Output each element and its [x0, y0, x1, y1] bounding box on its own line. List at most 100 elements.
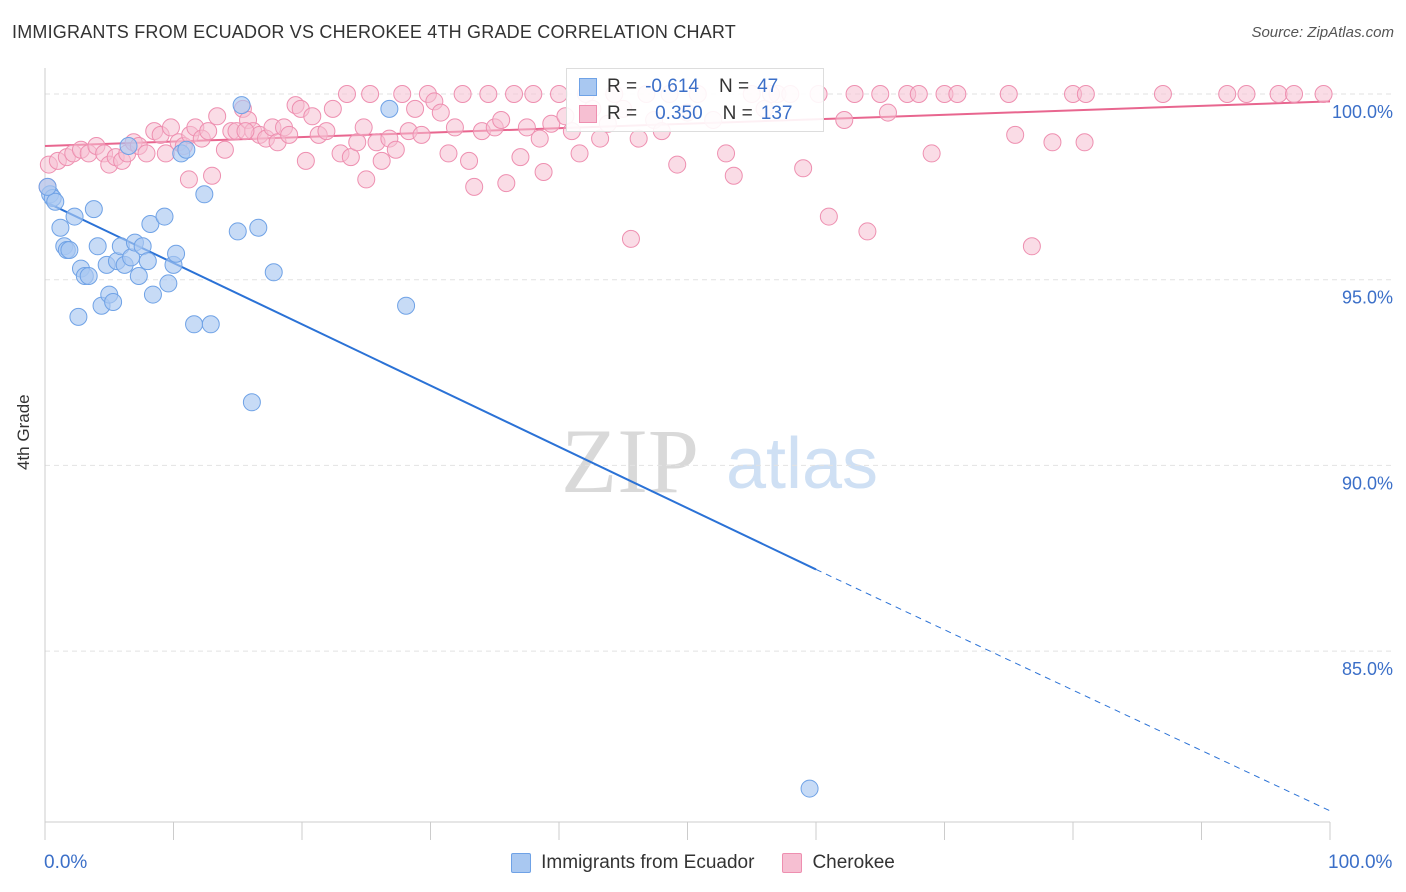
cherokee-point — [570, 144, 589, 163]
legend-row-cherokee: R = 0.350 N = 137 — [579, 102, 792, 126]
cherokee-point — [280, 125, 299, 144]
cherokee-point — [524, 85, 543, 103]
ecuador-trend-extension — [815, 568, 1331, 812]
cherokee-point — [296, 151, 315, 170]
cherokee-point — [1076, 85, 1095, 103]
legend-n-value: 47 — [757, 76, 779, 97]
cherokee-point — [668, 155, 687, 174]
legend-label-cherokee: Cherokee — [812, 852, 895, 873]
cherokee-point — [542, 114, 561, 133]
watermark-atlas: atlas — [726, 424, 878, 504]
cherokee-point — [348, 133, 367, 152]
ecuador-point — [228, 222, 247, 241]
cherokee-point — [871, 85, 890, 103]
legend-swatch-pink — [782, 853, 803, 873]
ecuador-point — [232, 96, 251, 115]
ecuador-trend-line — [44, 200, 817, 571]
cherokee-point — [453, 85, 472, 103]
cherokee-point — [1314, 85, 1333, 103]
cherokee-point — [179, 170, 198, 189]
cherokee-point — [492, 111, 511, 129]
legend-item-ecuador: Immigrants from Ecuador — [511, 852, 754, 874]
legend-swatch-blue — [579, 78, 597, 96]
ecuador-point — [185, 315, 204, 334]
legend-label-ecuador: Immigrants from Ecuador — [541, 852, 755, 873]
cherokee-point — [530, 129, 549, 148]
ecuador-point — [104, 293, 123, 311]
ecuador-point — [242, 393, 261, 412]
ecuador-point — [69, 307, 88, 326]
ecuador-point — [195, 185, 214, 204]
cherokee-point — [591, 129, 610, 148]
cherokee-point — [878, 103, 897, 122]
ecuador-point — [380, 99, 399, 118]
cherokee-point — [303, 107, 322, 126]
legend-item-cherokee: Cherokee — [782, 852, 895, 874]
ecuador-point — [397, 296, 416, 315]
cherokee-point — [717, 144, 736, 163]
cherokee-point — [922, 144, 941, 163]
ecuador-point — [88, 237, 107, 256]
cherokee-point — [439, 144, 458, 163]
series-legend: Immigrants from Ecuador Cherokee — [0, 852, 1406, 874]
ecuador-point — [79, 267, 98, 285]
cherokee-point — [724, 166, 743, 185]
cherokee-point — [137, 144, 156, 163]
cherokee-point — [341, 148, 360, 167]
legend-r-label: R = — [607, 76, 638, 97]
cherokee-point — [550, 85, 568, 103]
legend-swatch-blue — [511, 853, 532, 873]
cherokee-point — [465, 177, 484, 196]
cherokee-point — [621, 229, 640, 248]
legend-r-value: -0.614 — [645, 76, 699, 97]
cherokee-point — [215, 140, 234, 159]
cherokee-point — [858, 222, 877, 241]
cherokee-point — [479, 85, 498, 103]
ecuador-point — [46, 192, 65, 211]
cherokee-point — [1075, 133, 1094, 152]
ecuador-point — [38, 177, 57, 196]
cherokee-point — [1006, 125, 1025, 144]
watermark-zip: ZIP — [561, 410, 699, 512]
legend-n-label: N = — [722, 103, 753, 124]
legend-row-ecuador: R = -0.614 N = 47 — [579, 75, 778, 99]
x-tick-label-max: 100.0% — [1328, 852, 1393, 873]
cherokee-point — [909, 85, 928, 103]
cherokee-point — [1043, 133, 1062, 152]
ecuador-point — [129, 267, 148, 285]
legend-r-label: R = — [607, 103, 638, 124]
cherokee-point — [161, 118, 180, 137]
cherokee-point — [372, 151, 391, 170]
ecuador-point — [60, 241, 79, 259]
y-tick-label: 100.0% — [1332, 102, 1393, 122]
cherokee-point — [208, 107, 227, 126]
ecuador-point — [159, 274, 178, 293]
cherokee-point — [317, 122, 336, 141]
cherokee-point — [999, 85, 1018, 103]
ecuador-point — [84, 200, 103, 219]
y-tick-label: 95.0% — [1342, 288, 1393, 308]
correlation-legend: R = -0.614 N = 47 R = 0.350 N = 137 — [566, 68, 824, 132]
cherokee-point — [534, 163, 553, 181]
cherokee-point — [393, 85, 412, 103]
ecuador-point — [201, 315, 220, 334]
cherokee-point — [1022, 237, 1041, 256]
ecuador-point — [249, 218, 268, 237]
cherokee-point — [845, 85, 864, 103]
legend-swatch-pink — [579, 105, 597, 123]
cherokee-point — [199, 122, 218, 141]
cherokee-point — [406, 99, 425, 118]
cherokee-point — [236, 122, 255, 141]
cherokee-point — [431, 103, 450, 122]
ecuador-point — [119, 137, 138, 155]
ecuador-point — [65, 207, 84, 226]
y-tick-label: 90.0% — [1342, 473, 1393, 493]
y-axis-label: 4th Grade — [14, 394, 33, 470]
ecuador-point — [141, 215, 160, 233]
ecuador-point — [155, 207, 174, 226]
cherokee-point — [1237, 85, 1256, 103]
cherokee-point — [361, 85, 380, 103]
cherokee-point — [948, 85, 967, 103]
cherokee-point — [323, 99, 342, 118]
cherokee-point — [497, 174, 516, 193]
